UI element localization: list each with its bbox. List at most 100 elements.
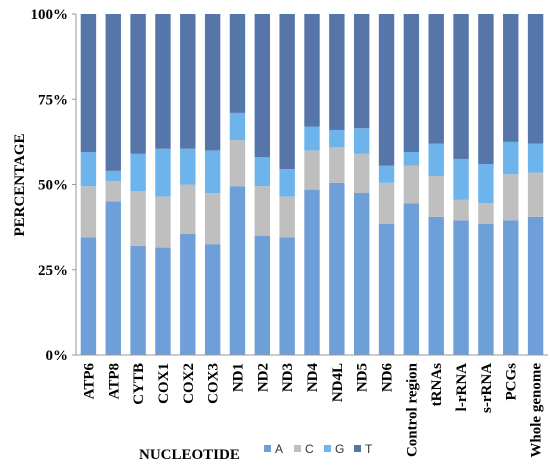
legend-label-t: T — [365, 442, 373, 456]
bar-segment-g — [403, 152, 420, 166]
bar-segment-c — [503, 174, 519, 221]
bar-segment-t — [80, 14, 97, 153]
bar-segment-t — [105, 14, 121, 171]
y-tick-label: 75% — [38, 92, 68, 108]
x-tick-label: ND6 — [380, 363, 396, 393]
bar-segment-a — [428, 216, 444, 355]
legend-label-c: C — [305, 442, 314, 456]
x-tick-label: Whole genome — [529, 363, 545, 458]
bar-segment-a — [180, 233, 196, 355]
bar-segment-t — [353, 14, 370, 129]
bar-segment-g — [503, 141, 519, 175]
bar-segment-a — [478, 223, 494, 355]
bar-segment-a — [80, 237, 97, 355]
bar-segment-c — [279, 196, 295, 238]
bar-segment-t — [329, 14, 345, 130]
x-tick-label: Control region — [404, 362, 420, 457]
bar-segment-g — [353, 128, 370, 154]
bar-segment-t — [503, 14, 519, 142]
bar-segment-g — [105, 170, 121, 182]
x-tick-label: tRNAs — [429, 363, 445, 406]
y-tick-label: 50% — [38, 178, 68, 194]
x-tick-label: CYTB — [131, 363, 147, 405]
bar-segment-t — [403, 14, 420, 153]
bar-segment-g — [204, 150, 221, 194]
y-tick-label: 25% — [38, 263, 68, 279]
x-tick-label: ATP6 — [81, 363, 97, 400]
bar-segment-t — [204, 14, 221, 151]
y-ticks-group: 0% 25% 50% 75% 100% — [31, 7, 76, 364]
bar-segment-t — [180, 14, 196, 149]
bar-segment-a — [105, 201, 121, 355]
bar-segment-g — [527, 143, 544, 173]
bar-segment-c — [527, 172, 544, 217]
bar-segment-g — [254, 157, 271, 187]
bar-segment-g — [130, 153, 146, 192]
bar-segment-g — [329, 129, 345, 147]
bar-segment-t — [453, 14, 469, 159]
x-tick-label: ND2 — [255, 363, 271, 392]
bar-segment-a — [403, 203, 420, 355]
bar-segment-a — [155, 247, 171, 355]
bar-segment-c — [353, 153, 370, 194]
x-tick-label: PCGs — [504, 363, 520, 401]
bar-segment-c — [105, 181, 121, 202]
legend-swatch-g — [324, 445, 331, 452]
x-tick-label: ND4L — [330, 363, 346, 402]
bar-segment-t — [254, 14, 271, 158]
x-tick-label: COX2 — [181, 363, 197, 404]
bar-segment-c — [204, 193, 221, 245]
bar-segment-c — [428, 175, 444, 217]
x-tick-label: COX1 — [156, 363, 172, 404]
bar-segment-g — [80, 152, 97, 187]
x-tick-label: l-rRNA — [454, 363, 470, 411]
bar-segment-g — [378, 165, 395, 183]
bar-segment-t — [378, 14, 395, 166]
bar-segment-t — [155, 14, 171, 149]
x-tick-label: ATP8 — [106, 363, 122, 399]
x-labels-group: ATP6 ATP8 CYTB COX1 COX2 COX3 ND1 ND2 ND3 ND4 ND4L… — [81, 362, 544, 457]
bar-segment-g — [229, 112, 246, 141]
bar-segment-g — [155, 148, 171, 197]
x-axis-title: NUCLEOTIDE — [139, 447, 240, 463]
bar-segment-a — [204, 244, 221, 355]
bar-segment-a — [453, 220, 469, 355]
bar-segment-c — [378, 182, 395, 224]
legend-swatch-t — [354, 445, 361, 452]
x-tick-label: ND4 — [305, 363, 321, 393]
legend-swatch-a — [264, 445, 271, 452]
bar-segment-g — [304, 126, 320, 151]
y-tick-label: 0% — [46, 348, 69, 364]
bar-segment-g — [428, 143, 444, 176]
x-tick-label: ND5 — [355, 363, 371, 392]
bar-segment-a — [279, 237, 295, 355]
bar-segment-a — [503, 220, 519, 355]
y-tick-label: 100% — [31, 7, 69, 23]
bar-segment-c — [453, 199, 469, 221]
bar-segment-t — [130, 14, 146, 154]
bar-segment-c — [155, 196, 171, 248]
bar-segment-t — [527, 14, 544, 144]
bar-segment-g — [478, 164, 494, 204]
bar-segment-a — [353, 193, 370, 355]
x-tick-label: COX3 — [206, 363, 222, 404]
bar-segment-t — [478, 14, 494, 165]
bar-segment-c — [304, 150, 320, 190]
bar-segment-a — [130, 245, 146, 355]
bar-segment-a — [229, 186, 246, 355]
x-tick-label: ND1 — [230, 363, 246, 392]
bar-segment-c — [403, 165, 420, 204]
legend-label-g: G — [335, 442, 344, 456]
x-tick-label: ND3 — [280, 363, 296, 392]
bar-segment-c — [80, 186, 97, 238]
bar-segment-c — [130, 191, 146, 246]
bar-segment-a — [304, 189, 320, 355]
bar-segment-t — [304, 14, 320, 127]
bar-segment-c — [254, 186, 271, 236]
bar-segment-t — [428, 14, 444, 144]
x-tick-label: s-rRNA — [479, 363, 495, 413]
bar-segment-c — [329, 146, 345, 183]
bar-segment-a — [378, 223, 395, 355]
